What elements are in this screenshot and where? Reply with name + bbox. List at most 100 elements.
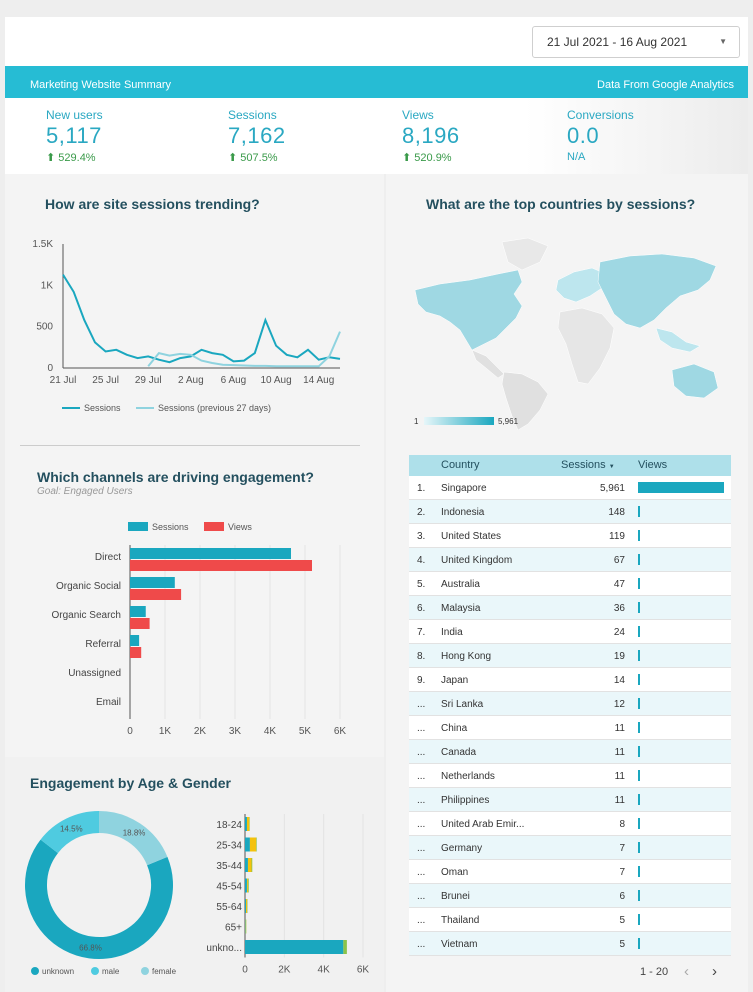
table-row[interactable]: 4. United Kingdom 67 xyxy=(409,548,731,572)
rank-cell: 9. xyxy=(417,675,426,686)
col-sessions-header[interactable]: Sessions ▼ xyxy=(561,459,615,471)
sessions-trend-title: How are site sessions trending? xyxy=(45,196,260,212)
x-tick-label: 0 xyxy=(127,726,133,737)
bar-views xyxy=(130,647,142,658)
table-row[interactable]: 2. Indonesia 148 xyxy=(409,500,731,524)
donut-data-label: 66.8% xyxy=(79,943,102,952)
category-label: Referral xyxy=(85,639,121,650)
rank-cell: 1. xyxy=(417,483,426,494)
views-bar xyxy=(638,698,640,709)
legend-dot-unknown xyxy=(31,967,39,975)
views-bar xyxy=(638,530,640,541)
col-views-header[interactable]: Views xyxy=(638,459,668,471)
bar-segment xyxy=(245,919,247,934)
rank-cell: 4. xyxy=(417,555,426,566)
category-label: Email xyxy=(96,697,121,708)
table-row[interactable]: 7. India 24 xyxy=(409,620,731,644)
map-region-south-america xyxy=(501,371,549,431)
x-tick-label: 0 xyxy=(242,965,248,976)
col-sessions-label: Sessions xyxy=(561,459,606,471)
rank-cell: ... xyxy=(417,819,426,830)
world-map[interactable] xyxy=(410,232,730,432)
kpi-value: 8,196 xyxy=(402,123,460,148)
banner-title: Marketing Website Summary xyxy=(30,79,172,91)
kpi-strip: New users 5,117 ⬆ 529.4% Sessions 7,162 … xyxy=(5,98,748,174)
age-gender-title: Engagement by Age & Gender xyxy=(30,775,231,791)
views-bar xyxy=(638,866,640,877)
x-tick-label: 5K xyxy=(299,726,312,737)
kpi-change: ⬆ 520.9% xyxy=(402,151,460,164)
x-tick-label: 6K xyxy=(334,726,347,737)
table-row[interactable]: ... Netherlands 11 xyxy=(409,764,731,788)
country-cell: Japan xyxy=(441,675,469,686)
bar-sessions xyxy=(130,606,146,617)
kpi-change-value: 507.5% xyxy=(240,152,278,164)
arrow-up-icon: ⬆ xyxy=(46,152,56,164)
table-row[interactable]: 1. Singapore 5,961 xyxy=(409,476,731,500)
views-bar xyxy=(638,818,640,829)
views-bar xyxy=(638,794,640,805)
sessions-cell: 11 xyxy=(614,723,625,734)
rank-cell: 7. xyxy=(417,627,426,638)
sessions-cell: 11 xyxy=(614,747,625,758)
rank-cell: ... xyxy=(417,723,426,734)
category-label: 55-64 xyxy=(216,902,242,913)
category-label: 25-34 xyxy=(216,841,242,852)
col-country-header[interactable]: Country xyxy=(441,459,480,471)
table-row[interactable]: ... Brunei 6 xyxy=(409,884,731,908)
rank-cell: ... xyxy=(417,867,426,878)
map-region-asia xyxy=(597,253,717,329)
sessions-cell: 119 xyxy=(609,531,625,542)
page-range: 1 - 20 xyxy=(640,966,669,978)
bar-sessions xyxy=(130,548,291,559)
views-bar xyxy=(638,650,640,661)
x-tick-label: 4K xyxy=(318,965,331,976)
channels-subtitle: Goal: Engaged Users xyxy=(37,486,133,497)
donut-data-label: 18.8% xyxy=(123,829,146,838)
legend-label-sessions: Sessions xyxy=(152,522,189,532)
map-land xyxy=(414,237,719,431)
table-row[interactable]: ... Germany 7 xyxy=(409,836,731,860)
country-table: Country Sessions ▼ Views 1. Singapore 5,96… xyxy=(409,455,731,956)
bar-segment xyxy=(343,940,347,954)
country-cell: Indonesia xyxy=(441,507,485,518)
kpi-change: ⬆ 507.5% xyxy=(228,151,286,164)
views-bar xyxy=(638,938,640,949)
sessions-cell: 7 xyxy=(619,843,625,854)
table-row[interactable]: ... Canada 11 xyxy=(409,740,731,764)
table-row[interactable]: 5. Australia 47 xyxy=(409,572,731,596)
rank-cell: ... xyxy=(417,891,426,902)
map-region-southeast-asia xyxy=(655,327,701,353)
table-row[interactable]: 6. Malaysia 36 xyxy=(409,596,731,620)
x-tick-label: 2K xyxy=(194,726,207,737)
table-row[interactable]: ... Thailand 5 xyxy=(409,908,731,932)
rank-cell: 8. xyxy=(417,651,426,662)
rank-cell: 6. xyxy=(417,603,426,614)
chevron-left-icon[interactable]: ‹ xyxy=(684,963,689,980)
table-row[interactable]: 9. Japan 14 xyxy=(409,668,731,692)
table-row[interactable]: ... Philippines 11 xyxy=(409,788,731,812)
table-row[interactable]: ... China 11 xyxy=(409,716,731,740)
legend-swatch-sessions xyxy=(128,522,148,531)
bar-sessions xyxy=(130,577,175,588)
category-label: unkno... xyxy=(206,943,242,954)
category-label: 18-24 xyxy=(216,820,242,831)
table-row[interactable]: 8. Hong Kong 19 xyxy=(409,644,731,668)
views-bar xyxy=(638,914,640,925)
bar-segment xyxy=(245,878,247,893)
arrow-up-icon: ⬆ xyxy=(228,152,238,164)
table-row[interactable]: ... Vietnam 5 xyxy=(409,932,731,956)
table-row[interactable]: ... Sri Lanka 12 xyxy=(409,692,731,716)
sessions-cell: 11 xyxy=(614,795,625,806)
table-row[interactable]: 3. United States 119 xyxy=(409,524,731,548)
rank-cell: ... xyxy=(417,771,426,782)
bar-segment xyxy=(245,919,246,934)
kpi-change-value: 520.9% xyxy=(414,152,452,164)
category-label: 65+ xyxy=(225,923,242,934)
map-legend-gradient xyxy=(424,417,494,425)
chevron-right-icon[interactable]: › xyxy=(712,963,717,980)
table-row[interactable]: ... United Arab Emir... 8 xyxy=(409,812,731,836)
table-row[interactable]: ... Oman 7 xyxy=(409,860,731,884)
x-tick-label: 1K xyxy=(159,726,172,737)
date-range-picker[interactable]: 21 Jul 2021 - 16 Aug 2021 ▼ xyxy=(532,26,740,58)
